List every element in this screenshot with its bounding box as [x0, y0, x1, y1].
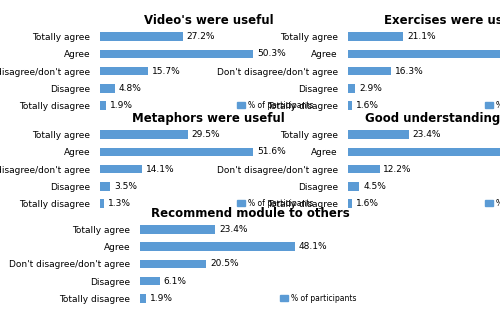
- Text: 4.5%: 4.5%: [363, 182, 386, 191]
- Bar: [100, 182, 110, 191]
- Legend: % of participants: % of participants: [280, 294, 356, 303]
- Text: 1.3%: 1.3%: [108, 199, 130, 208]
- Title: Metaphors were useful: Metaphors were useful: [132, 112, 285, 125]
- Text: 4.8%: 4.8%: [118, 84, 142, 93]
- Text: 1.6%: 1.6%: [356, 101, 378, 110]
- Text: 48.1%: 48.1%: [299, 242, 328, 251]
- Bar: [348, 148, 500, 156]
- Bar: [100, 32, 183, 41]
- Bar: [100, 199, 104, 208]
- Text: 50.3%: 50.3%: [257, 49, 286, 58]
- Title: Recommend module to others: Recommend module to others: [150, 207, 350, 220]
- Text: 27.2%: 27.2%: [186, 32, 215, 41]
- Bar: [140, 294, 146, 303]
- Title: Video's were useful: Video's were useful: [144, 14, 274, 27]
- Text: 23.4%: 23.4%: [413, 130, 442, 139]
- Text: 1.6%: 1.6%: [356, 199, 378, 208]
- Text: 23.4%: 23.4%: [219, 225, 248, 234]
- Text: 51.6%: 51.6%: [257, 147, 286, 156]
- Legend: % of participants: % of participants: [238, 101, 314, 110]
- Bar: [140, 277, 160, 285]
- Bar: [100, 130, 188, 139]
- Text: 29.5%: 29.5%: [192, 130, 220, 139]
- Bar: [348, 165, 380, 173]
- Text: 2.9%: 2.9%: [359, 84, 382, 93]
- Text: 1.9%: 1.9%: [110, 101, 132, 110]
- Bar: [100, 84, 114, 93]
- Legend: % of participants: % of participants: [485, 199, 500, 208]
- Text: 1.9%: 1.9%: [150, 294, 173, 303]
- Bar: [100, 67, 148, 76]
- Text: 6.1%: 6.1%: [164, 276, 186, 286]
- Bar: [140, 259, 206, 268]
- Text: 14.1%: 14.1%: [146, 165, 174, 173]
- Bar: [348, 199, 352, 208]
- Bar: [348, 32, 404, 41]
- Bar: [348, 50, 500, 58]
- Legend: % of participants: % of participants: [485, 101, 500, 110]
- Text: 15.7%: 15.7%: [152, 67, 180, 76]
- Text: 16.3%: 16.3%: [394, 67, 424, 76]
- Bar: [140, 225, 216, 234]
- Bar: [140, 242, 295, 251]
- Text: 3.5%: 3.5%: [114, 182, 137, 191]
- Bar: [100, 148, 253, 156]
- Bar: [100, 165, 142, 173]
- Bar: [348, 101, 352, 110]
- Bar: [348, 182, 360, 191]
- Text: 21.1%: 21.1%: [407, 32, 436, 41]
- Bar: [100, 101, 106, 110]
- Bar: [348, 130, 409, 139]
- Text: 12.2%: 12.2%: [384, 165, 412, 173]
- Title: Good understanding of ACT: Good understanding of ACT: [365, 112, 500, 125]
- Bar: [100, 50, 253, 58]
- Text: 20.5%: 20.5%: [210, 259, 238, 268]
- Bar: [348, 84, 355, 93]
- Title: Exercises were useful: Exercises were useful: [384, 14, 500, 27]
- Bar: [348, 67, 391, 76]
- Legend: % of participants: % of participants: [238, 199, 314, 208]
